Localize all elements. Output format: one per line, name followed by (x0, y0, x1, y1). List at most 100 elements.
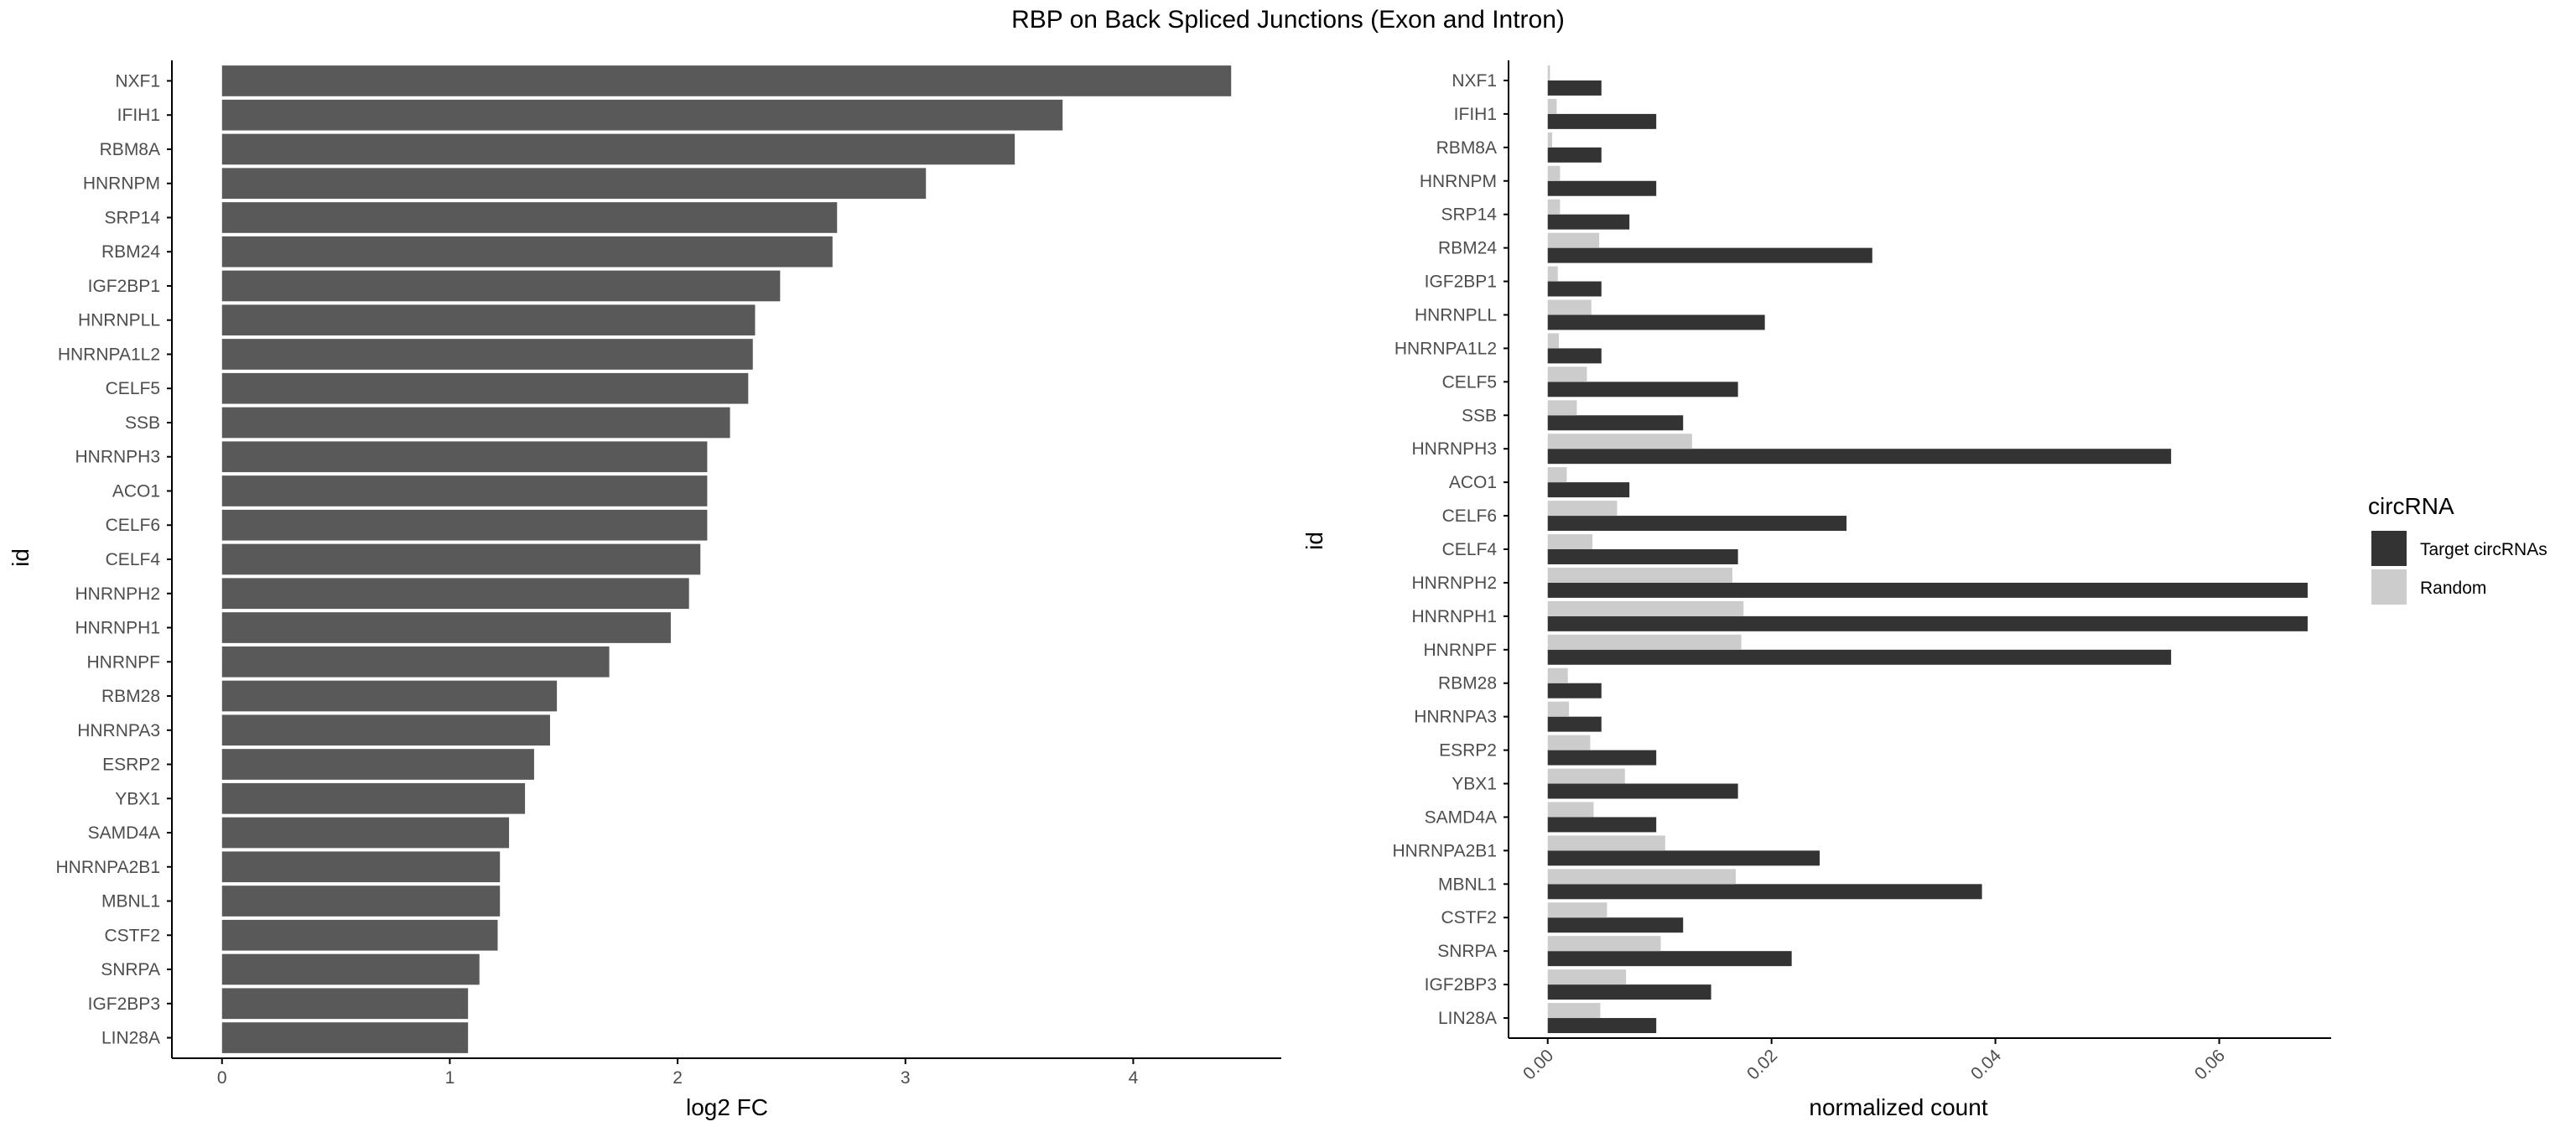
normalized-count-y-tick-label: CELF6 (1442, 506, 1497, 526)
log2fc-bar-snrpa (221, 953, 480, 985)
log2fc-bar-esrp2 (221, 749, 534, 780)
log2fc-bar-rbm8a (221, 133, 1015, 165)
target-bar-hnrnpa1l2 (1547, 348, 1602, 364)
normalized-count-y-tick-label: YBX1 (1452, 775, 1497, 794)
log2fc-y-tick-label: IFIH1 (117, 106, 160, 125)
random-bar-celf4 (1547, 534, 1593, 549)
target-bar-igf2bp1 (1547, 281, 1602, 297)
normalized-count-y-tick-label: HNRNPH1 (1411, 607, 1497, 626)
normalized-count-x-tick-label: 0.00 (1519, 1046, 1557, 1083)
normalized-count-y-tick-label: HNRNPM (1420, 172, 1497, 191)
log2fc-y-tick-label: RBM28 (101, 687, 160, 706)
normalized-count-axes: NXF1 IFIH1 RBM8A HNRNPM SRP14 RBM24 IGF2BP1 HNR… (1393, 60, 2331, 1083)
target-bar-ybx1 (1547, 783, 1738, 799)
log2fc-y-tick-label: YBX1 (115, 789, 160, 808)
target-bar-lin28a (1547, 1018, 1657, 1034)
legend: circRNA Target circRNAs Random (2368, 493, 2547, 605)
log2fc-bar-celf4 (221, 543, 701, 575)
target-bar-samd4a (1547, 817, 1657, 833)
log2fc-axes: NXF1 IFIH1 RBM8A HNRNPM SRP14 RBM24 IGF2BP1 HNR… (56, 60, 1281, 1088)
normalized-count-y-tick-label: HNRNPH2 (1411, 574, 1497, 593)
normalized-count-y-tick-label: RBM8A (1436, 138, 1497, 158)
target-bar-aco1 (1547, 482, 1630, 498)
log2fc-bar-samd4a (221, 817, 510, 849)
normalized-count-y-tick-label: SNRPA (1437, 942, 1497, 961)
log2fc-bar-ybx1 (221, 782, 526, 814)
log2fc-x-tick-label: 2 (673, 1068, 683, 1088)
log2fc-bar-hnrnph2 (221, 578, 689, 610)
target-bar-rbm28 (1547, 683, 1602, 699)
target-bar-celf6 (1547, 516, 1847, 532)
log2fc-y-tick-label: SRP14 (104, 208, 160, 227)
normalized-count-y-tick-label: HNRNPLL (1415, 305, 1497, 325)
random-bar-srp14 (1547, 199, 1561, 215)
random-bar-rbm8a (1547, 132, 1553, 148)
random-bar-hnrnph2 (1547, 567, 1732, 583)
normalized-count-y-tick-label: SAMD4A (1425, 808, 1497, 827)
log2fc-y-tick-label: CSTF2 (104, 926, 160, 945)
log2fc-y-tick-label: RBM24 (101, 242, 160, 262)
random-bar-samd4a (1547, 802, 1594, 818)
log2fc-bar-igf2bp1 (221, 270, 781, 302)
log2fc-bar-hnrnph3 (221, 441, 708, 473)
random-bar-rbm24 (1547, 232, 1600, 248)
normalized-count-y-tick-label: HNRNPA2B1 (1393, 841, 1497, 860)
log2fc-bar-ssb (221, 407, 730, 439)
log2fc-y-tick-label: SNRPA (101, 960, 160, 979)
log2fc-y-tick-label: CELF6 (106, 516, 160, 535)
log2fc-bar-hnrnpa3 (221, 714, 550, 746)
target-bar-nxf1 (1547, 80, 1602, 96)
log2fc-y-tick-label: LIN28A (101, 1029, 160, 1048)
target-bar-hnrnpa2b1 (1547, 850, 1820, 866)
random-bar-celf5 (1547, 366, 1587, 382)
normalized-count-y-tick-label: IGF2BP3 (1425, 975, 1497, 995)
log2fc-x-tick-label: 3 (901, 1068, 911, 1088)
random-bar-hnrnpa1l2 (1547, 333, 1560, 349)
target-bar-hnrnph3 (1547, 449, 2172, 465)
log2fc-y-tick-label: IGF2BP1 (88, 277, 160, 296)
random-bar-igf2bp1 (1547, 266, 1558, 282)
log2fc-y-tick-label: MBNL1 (101, 892, 160, 911)
normalized-count-y-tick-label: ESRP2 (1439, 741, 1497, 761)
log2fc-bar-celf6 (221, 509, 708, 541)
normalized-count-y-tick-label: CELF4 (1442, 540, 1498, 559)
random-bar-cstf2 (1547, 902, 1607, 918)
random-bar-hnrnpm (1547, 165, 1561, 181)
log2fc-bar-hnrnpf (221, 646, 610, 678)
log2fc-bar-hnrnpa2b1 (221, 851, 501, 883)
normalized-count-y-tick-label: CSTF2 (1441, 908, 1497, 927)
log2fc-y-tick-label: ESRP2 (102, 756, 160, 775)
normalized-count-y-tick-label: HNRNPA3 (1414, 708, 1497, 727)
normalized-count-y-tick-label: RBM24 (1438, 239, 1497, 258)
target-bar-srp14 (1547, 214, 1630, 230)
normalized-count-y-tick-label: MBNL1 (1438, 875, 1497, 894)
log2fc-y-tick-label: HNRNPA2B1 (56, 858, 160, 877)
normalized-count-x-tick-label: 0.06 (2191, 1046, 2229, 1083)
target-bar-celf4 (1547, 549, 1738, 564)
normalized-count-y-tick-label: CELF5 (1442, 372, 1497, 392)
normalized-count-y-tick-label: SSB (1462, 406, 1497, 425)
normalized-count-bars (1547, 65, 2308, 1034)
random-bar-aco1 (1547, 467, 1567, 483)
log2fc-bar-srp14 (221, 202, 838, 233)
log2fc-y-tick-label: SSB (125, 413, 160, 433)
random-bar-hnrnpa2b1 (1547, 835, 1665, 851)
log2fc-bar-mbnl1 (221, 886, 501, 917)
normalized-count-y-axis-title: id (1301, 532, 1327, 550)
target-bar-rbm8a (1547, 147, 1602, 163)
random-bar-esrp2 (1547, 735, 1591, 750)
normalized-count-x-tick-label: 0.02 (1743, 1046, 1781, 1083)
log2fc-bar-ifih1 (221, 99, 1063, 131)
log2fc-bar-hnrnpll (221, 304, 756, 336)
log2fc-x-axis-title: log2 FC (686, 1094, 768, 1120)
log2fc-y-tick-label: HNRNPLL (78, 311, 160, 330)
log2fc-bar-celf5 (221, 372, 749, 404)
log2fc-bar-igf2bp3 (221, 988, 469, 1020)
random-bar-ybx1 (1547, 768, 1625, 784)
random-bar-hnrnpll (1547, 299, 1592, 315)
log2fc-y-tick-label: RBM8A (100, 140, 160, 159)
target-bar-rbm24 (1547, 247, 1872, 263)
random-bar-hnrnpf (1547, 634, 1742, 650)
log2fc-y-tick-label: IGF2BP3 (88, 995, 160, 1014)
